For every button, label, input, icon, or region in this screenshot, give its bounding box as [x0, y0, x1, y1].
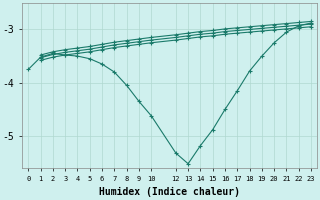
X-axis label: Humidex (Indice chaleur): Humidex (Indice chaleur) — [99, 187, 240, 197]
